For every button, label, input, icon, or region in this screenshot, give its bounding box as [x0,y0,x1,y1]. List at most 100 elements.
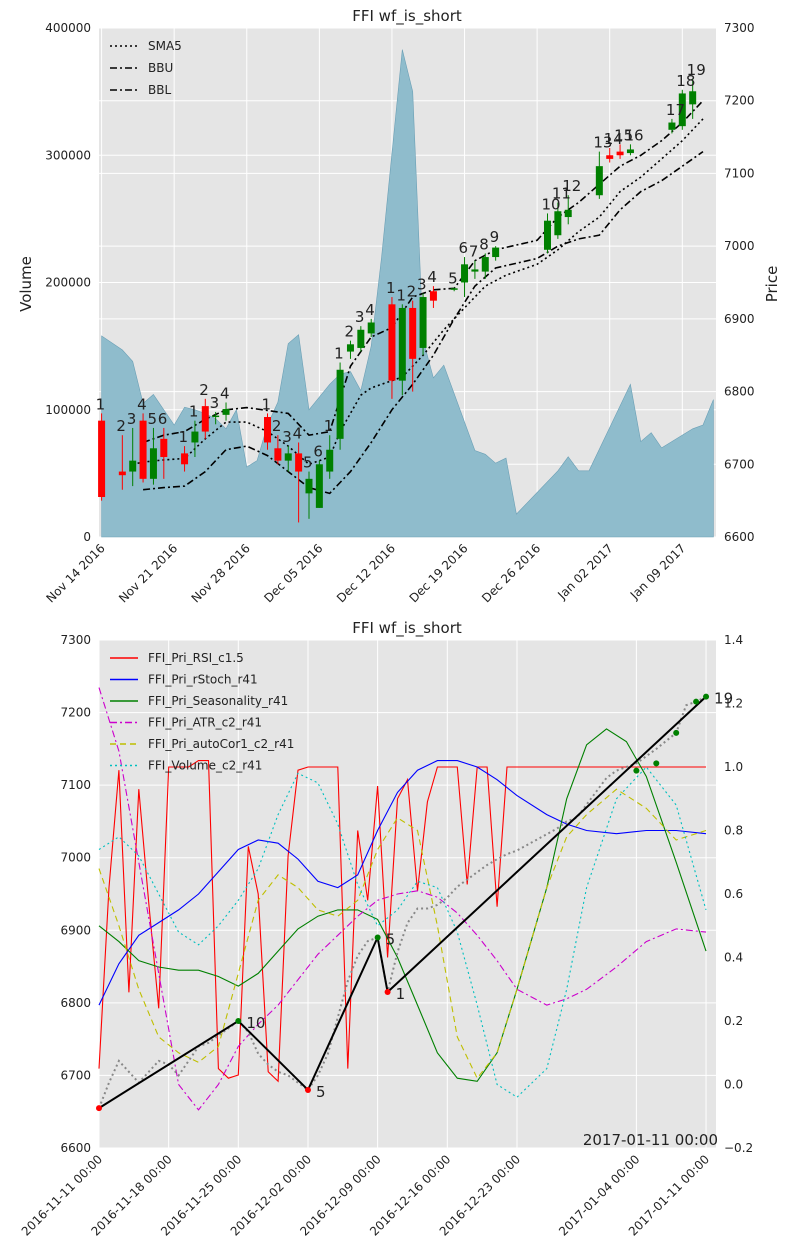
candle-label: 12 [562,177,581,195]
corner-date-label: 2017-01-11 00:00 [583,1131,718,1149]
zigzag-line: 10 5 5 1 19 [96,690,733,1112]
candle-label: 5 [448,270,458,288]
candle-label: 2 [116,417,126,435]
legend-label: FFI_Pri_rStoch_r41 [148,673,258,687]
candle-body [212,415,220,418]
candle-label: 8 [479,235,489,253]
y-tick-label-right: 0.6 [724,887,743,901]
zigzag-path [98,695,707,1109]
candle-body [346,344,354,352]
x-tick-label: Jan 09 2017 [627,541,688,602]
candle-body [326,449,334,472]
y-tick-label-left: 200000 [45,276,91,290]
candle-body [481,257,489,272]
candle-body [222,409,230,415]
candle-label: 3 [417,275,427,293]
y-axis-label-left: Volume [17,256,35,312]
grid [98,639,716,1149]
candle-label: 4 [220,384,230,402]
candle-body [429,291,437,301]
trend-marker [633,767,640,774]
candle-body [305,478,313,494]
y-tick-label-right: 7100 [724,166,755,180]
zigzag-label: 19 [714,690,733,708]
candle-label: 13 [593,134,612,152]
candle-label: 6 [313,443,323,461]
candle-label: 5 [147,410,157,428]
legend: SMA5 BBU BBL [110,39,182,97]
series-ffi-pri-rstoch-r41 [98,760,707,1006]
zigzag-marker [384,988,391,995]
candle-body [295,453,303,472]
legend-label: FFI_Pri_RSI_c1.5 [148,651,244,665]
candle-body [336,369,344,439]
candle-label: 3 [210,394,220,412]
candle-label: 9 [490,228,500,246]
x-tick-label: Nov 14 2016 [43,541,107,605]
y-tick-label-right: 6600 [724,530,755,544]
candle-label: 1 [189,403,199,421]
legend-label: FFI_Pri_Seasonality_r41 [148,694,288,708]
plot-area [99,640,716,1148]
trend-marker [673,729,680,736]
candle-label: 10 [541,195,560,213]
legend-label: FFI_Pri_ATR_c2_r41 [148,716,262,730]
price-line-path [98,695,707,1109]
zigzag-marker [96,1105,102,1112]
y-ticks-right: 6600 6700 6800 6900 7000 7100 7200 7300 [724,21,755,544]
candle-body [450,288,458,290]
candle-body [689,91,697,105]
series-bbu [142,100,704,444]
candle-body [616,151,624,156]
zigzag-marker [304,1086,311,1093]
x-tick-label: Dec 05 2016 [261,541,325,605]
candle-label: 1 [96,395,106,413]
series-sma5 [132,118,704,466]
candle-body [409,307,417,359]
candle-label: 2 [199,381,209,399]
legend-label: BBL [148,83,171,97]
candle-label: 1 [396,286,406,304]
y-tick-label-left: 0 [83,530,91,544]
candle-label: 7 [469,243,479,261]
candle-body [149,448,157,479]
candle-body [367,322,375,334]
y-tick-label-right: 0.2 [724,1014,743,1028]
legend: FFI_Pri_RSI_c1.5 FFI_Pri_rStoch_r41 FFI_Pr… [110,651,294,773]
candle-body [388,304,396,381]
candle-body [191,431,199,443]
candle-body [284,453,292,461]
y-tick-label-right: 7300 [724,21,755,35]
candle-body [471,269,479,272]
x-ticks: Nov 14 2016 Nov 21 2016 Nov 28 2016 Dec 05 … [43,541,688,605]
candle-body [181,453,189,465]
indicator-lines [98,687,707,1111]
y-tick-label-left: 6600 [60,1141,91,1155]
zigzag-marker [703,693,710,700]
y-tick-label-left: 7300 [60,633,91,647]
candle-label: 1 [334,344,344,362]
y-tick-label-left: 6700 [60,1068,91,1082]
y-tick-label-right: 0.4 [724,951,743,965]
x-tick-label: Dec 12 2016 [334,541,398,605]
legend-label: FFI_Pri_autoCor1_c2_r41 [148,737,294,751]
candle-label: 4 [137,395,147,413]
series-ffi-pri-rsi-c1-5 [98,760,706,1083]
candle-label: 3 [127,410,137,428]
series-ffi-pri-seasonality-r41 [98,728,707,1082]
candle-body [668,122,676,130]
candle-body [626,149,634,154]
candle-body [461,264,469,283]
y-tick-label-left: 6800 [60,996,91,1010]
candle-body [357,329,365,348]
y-tick-label-right: 0.0 [724,1078,743,1092]
candle-body [554,211,562,236]
series-ffi-pri-atr-c2-r41 [98,687,707,1111]
y-tick-label-right: 1.0 [724,760,743,774]
candle-label: 11 [552,185,571,203]
candle-label: 1 [179,428,189,446]
